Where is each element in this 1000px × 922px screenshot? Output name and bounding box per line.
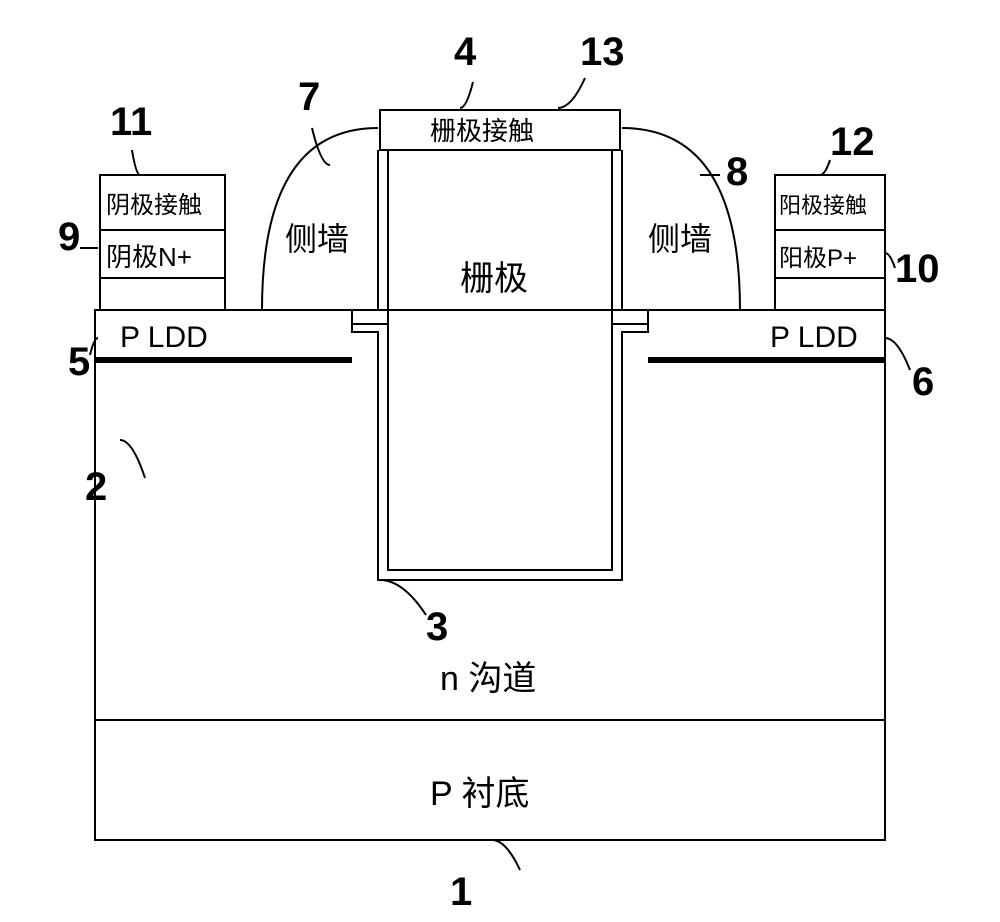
anode-contact-label: 阳极接触: [779, 193, 867, 218]
pldd-left-label: P LDD: [120, 321, 208, 354]
callout-n6: 6: [912, 360, 934, 404]
callout-n1: 1: [450, 870, 472, 914]
substrate-label: P 衬底: [430, 775, 530, 813]
callout-n4: 4: [454, 30, 477, 74]
callout-n9: 9: [58, 215, 80, 259]
callout-n11: 11: [110, 100, 152, 144]
channel-label: n 沟道: [440, 660, 536, 698]
diagram-container: P 衬底 n 沟道 栅极 栅极接触侧墙 侧墙 P LDD P LDD 阴极接触阴极N+ 阳极接触…: [0, 0, 1000, 922]
callout-n8: 8: [726, 150, 748, 194]
callout-n13: 13: [580, 30, 625, 74]
callout-n5: 5: [68, 340, 90, 384]
callout-n12: 12: [830, 120, 875, 164]
cathode-label: 阴极N+: [106, 242, 192, 272]
callout-n3: 3: [426, 605, 448, 649]
anode-label: 阳极P+: [779, 245, 857, 272]
sidewall-right-label: 侧墙: [648, 221, 712, 257]
cathode-contact-label: 阴极接触: [106, 192, 202, 219]
callout-n7: 7: [298, 75, 320, 119]
callout-n2: 2: [85, 465, 107, 509]
sidewall-left-label: 侧墙: [285, 221, 349, 257]
callout-n10: 10: [895, 247, 940, 291]
gate-contact-label: 栅极接触: [430, 116, 534, 146]
device-diagram: P 衬底 n 沟道 栅极 栅极接触侧墙 侧墙 P LDD P LDD 阴极接触阴极N+ 阳极接触…: [0, 0, 1000, 922]
gate-label: 栅极: [460, 260, 528, 298]
pldd-right-label: P LDD: [770, 321, 858, 354]
